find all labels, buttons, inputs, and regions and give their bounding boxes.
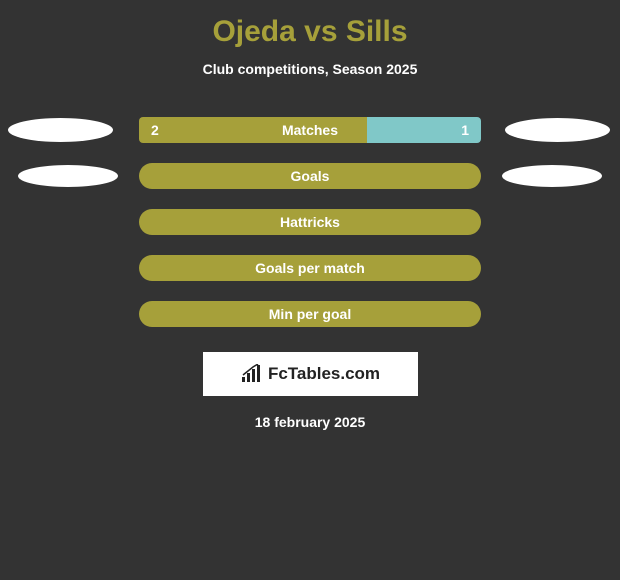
matches-label: Matches [139, 122, 481, 138]
stat-row-min-per-goal: Min per goal [0, 301, 620, 327]
bar-goals: Goals [139, 163, 481, 189]
bar-hattricks: Hattricks [139, 209, 481, 235]
page-subtitle: Club competitions, Season 2025 [203, 61, 418, 77]
ellipse-left-matches [8, 118, 113, 142]
stat-row-goals: Goals [0, 163, 620, 189]
min-per-goal-label: Min per goal [139, 306, 481, 322]
stat-row-goals-per-match: Goals per match [0, 255, 620, 281]
ellipse-left-goals [18, 165, 118, 187]
goals-per-match-label: Goals per match [139, 260, 481, 276]
bar-min-per-goal: Min per goal [139, 301, 481, 327]
comparison-container: Ojeda vs Sills Club competitions, Season… [0, 0, 620, 430]
ellipse-right-matches [505, 118, 610, 142]
logo-content: FcTables.com [240, 364, 380, 384]
stat-row-hattricks: Hattricks [0, 209, 620, 235]
page-title: Ojeda vs Sills [212, 15, 407, 49]
bar-goals-per-match: Goals per match [139, 255, 481, 281]
stat-row-matches: 2 1 Matches [0, 117, 620, 143]
ellipse-right-goals [502, 165, 602, 187]
logo-text: FcTables.com [268, 364, 380, 384]
chart-icon [240, 364, 264, 384]
goals-label: Goals [139, 168, 481, 184]
bar-matches: 2 1 Matches [139, 117, 481, 143]
logo-box[interactable]: FcTables.com [203, 352, 418, 396]
date-text: 18 february 2025 [255, 414, 366, 430]
hattricks-label: Hattricks [139, 214, 481, 230]
